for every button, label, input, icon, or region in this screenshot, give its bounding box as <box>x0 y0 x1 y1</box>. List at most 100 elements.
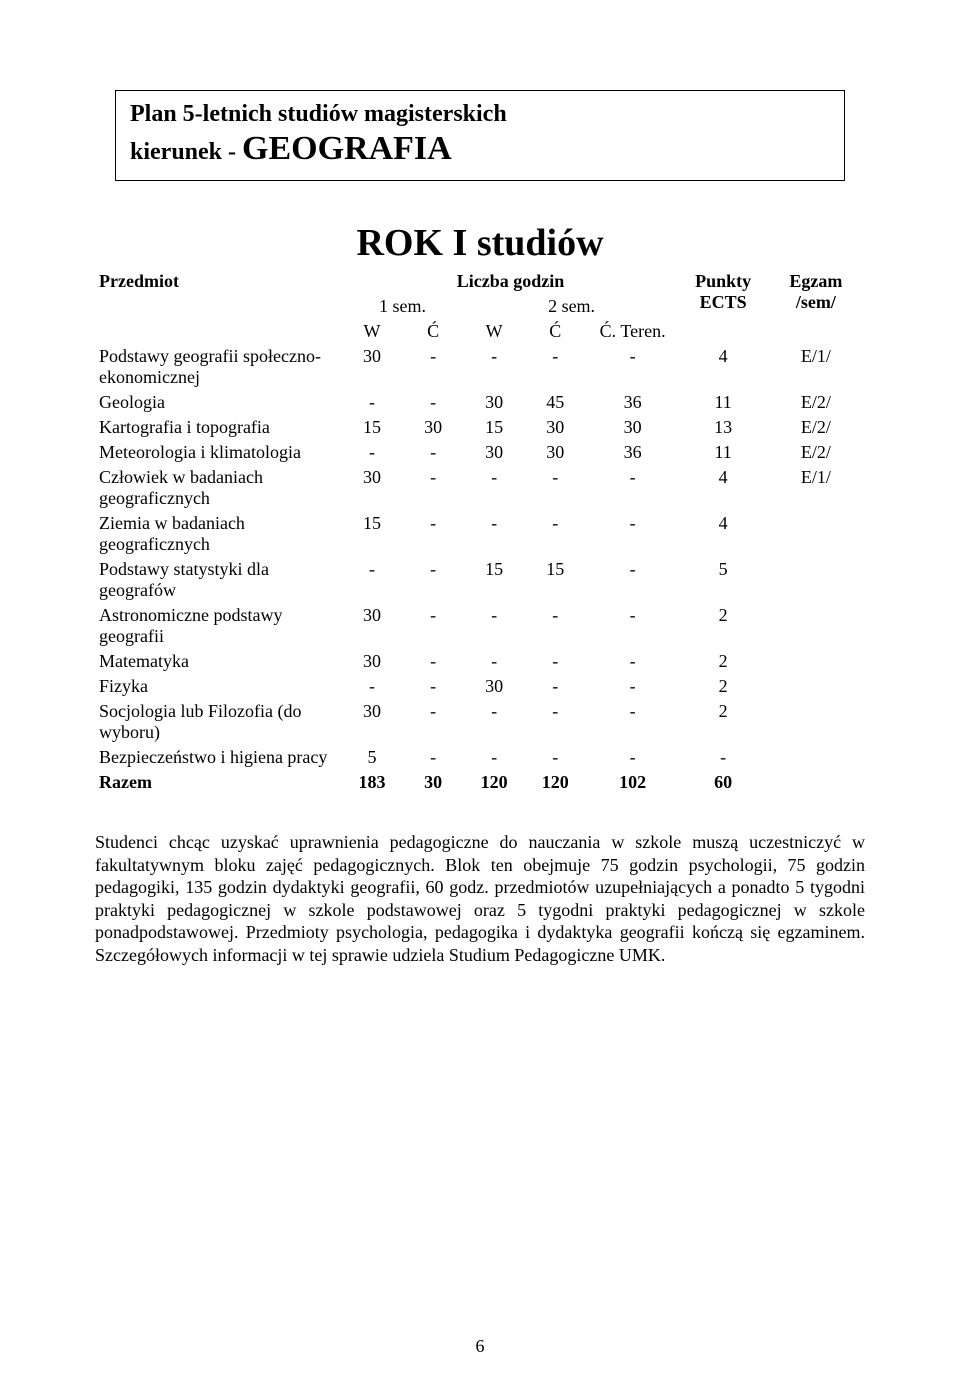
table-row: Człowiek w badaniach geograficznych30---… <box>95 465 865 511</box>
table-cell: 4 <box>680 344 767 390</box>
page-number: 6 <box>0 1336 960 1357</box>
table-cell <box>767 674 865 699</box>
table-cell: Matematyka <box>95 649 341 674</box>
table-cell <box>767 511 865 557</box>
table-cell: 30 <box>464 440 525 465</box>
table-cell: 30 <box>403 415 464 440</box>
table-cell: - <box>341 674 402 699</box>
table-cell: 5 <box>341 745 402 770</box>
total-ct: 102 <box>586 770 680 795</box>
table-row: Podstawy geografii społeczno-ekonomiczne… <box>95 344 865 390</box>
table-cell <box>767 745 865 770</box>
table-cell: 2 <box>680 649 767 674</box>
table-cell: - <box>586 557 680 603</box>
table-cell: E/2/ <box>767 440 865 465</box>
total-c2: 120 <box>525 770 586 795</box>
table-cell: 30 <box>341 344 402 390</box>
table-cell: 15 <box>525 557 586 603</box>
table-cell: - <box>525 649 586 674</box>
table-cell: 36 <box>586 440 680 465</box>
table-cell: - <box>586 699 680 745</box>
title-box: Plan 5-letnich studiów magisterskich kie… <box>115 90 845 181</box>
table-row: Ziemia w badaniach geograficznych15----4 <box>95 511 865 557</box>
table-cell: - <box>403 649 464 674</box>
table-cell: 15 <box>464 415 525 440</box>
col-liczba-godzin: Liczba godzin <box>341 269 679 294</box>
table-cell: E/1/ <box>767 465 865 511</box>
table-cell: - <box>586 511 680 557</box>
table-cell: - <box>525 511 586 557</box>
table-cell: Geologia <box>95 390 341 415</box>
table-cell: - <box>403 699 464 745</box>
table-cell: E/2/ <box>767 390 865 415</box>
table-cell: 30 <box>341 649 402 674</box>
table-cell: Astronomiczne podstawy geografii <box>95 603 341 649</box>
table-cell: - <box>403 344 464 390</box>
table-cell: 2 <box>680 674 767 699</box>
table-cell: 13 <box>680 415 767 440</box>
table-cell: - <box>464 465 525 511</box>
table-row: Fizyka--30--2 <box>95 674 865 699</box>
info-paragraph: Studenci chcąc uzyskać uprawnienia pedag… <box>95 831 865 966</box>
table-cell: Fizyka <box>95 674 341 699</box>
table-row: Kartografia i topografia153015303013E/2/ <box>95 415 865 440</box>
table-cell <box>767 649 865 674</box>
table-cell: 30 <box>464 674 525 699</box>
col-ects: PunktyECTS <box>680 269 767 344</box>
table-cell: 4 <box>680 511 767 557</box>
table-cell: - <box>403 745 464 770</box>
table-cell: - <box>464 745 525 770</box>
table-cell: 15 <box>341 511 402 557</box>
table-cell: - <box>341 390 402 415</box>
table-cell: - <box>403 511 464 557</box>
table-cell: - <box>586 603 680 649</box>
table-cell <box>767 557 865 603</box>
table-cell: 30 <box>464 390 525 415</box>
title-line1: Plan 5-letnich studiów magisterskich <box>130 101 830 128</box>
table-cell: - <box>680 745 767 770</box>
total-row: Razem 183 30 120 120 102 60 <box>95 770 865 795</box>
hdr-cteren: Ć. Teren. <box>586 319 680 344</box>
table-row: Podstawy statystyki dla geografów--1515-… <box>95 557 865 603</box>
table-cell: 15 <box>464 557 525 603</box>
table-cell: - <box>464 603 525 649</box>
table-cell: 30 <box>341 465 402 511</box>
table-cell: - <box>464 649 525 674</box>
table-row: Bezpieczeństwo i higiena pracy5----- <box>95 745 865 770</box>
table-cell: - <box>586 465 680 511</box>
table-cell: - <box>586 745 680 770</box>
total-w2: 120 <box>464 770 525 795</box>
table-cell: - <box>464 344 525 390</box>
table-cell: 11 <box>680 440 767 465</box>
total-c1: 30 <box>403 770 464 795</box>
table-cell: 2 <box>680 603 767 649</box>
table-cell: 4 <box>680 465 767 511</box>
table-cell: - <box>525 344 586 390</box>
table-cell: Kartografia i topografia <box>95 415 341 440</box>
table-cell: Człowiek w badaniach geograficznych <box>95 465 341 511</box>
hdr-sem2: 2 sem. <box>464 294 680 319</box>
table-cell: 30 <box>341 699 402 745</box>
table-cell: 11 <box>680 390 767 415</box>
table-cell: - <box>403 674 464 699</box>
table-cell: Podstawy statystyki dla geografów <box>95 557 341 603</box>
table-cell: 45 <box>525 390 586 415</box>
table-cell: - <box>403 603 464 649</box>
table-cell: E/2/ <box>767 415 865 440</box>
table-cell <box>767 603 865 649</box>
table-cell: - <box>403 440 464 465</box>
table-cell: 36 <box>586 390 680 415</box>
table-cell: - <box>403 557 464 603</box>
table-cell: 5 <box>680 557 767 603</box>
table-cell: 30 <box>341 603 402 649</box>
total-subj: Razem <box>95 770 341 795</box>
table-cell: - <box>525 699 586 745</box>
table-cell: - <box>586 674 680 699</box>
table-cell: - <box>341 557 402 603</box>
table-cell: - <box>525 674 586 699</box>
table-cell <box>767 699 865 745</box>
table-cell: Socjologia lub Filozofia (do wyboru) <box>95 699 341 745</box>
table-cell: Ziemia w badaniach geograficznych <box>95 511 341 557</box>
table-cell: Meteorologia i klimatologia <box>95 440 341 465</box>
table-cell: Podstawy geografii społeczno-ekonomiczne… <box>95 344 341 390</box>
